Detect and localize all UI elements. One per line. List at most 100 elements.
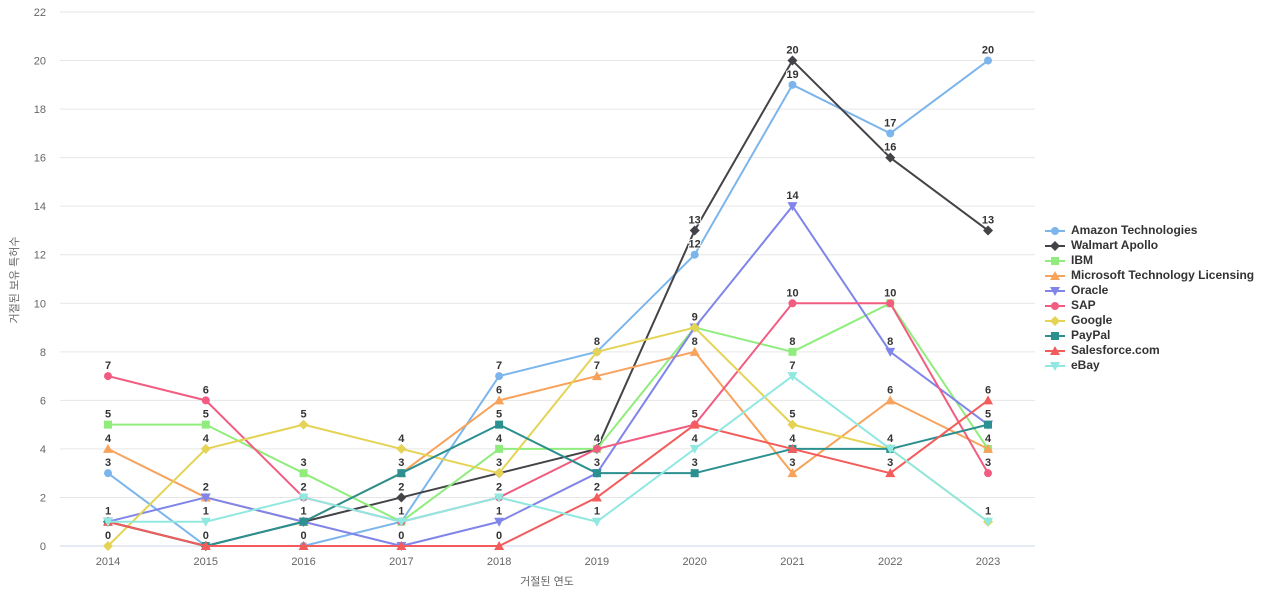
legend-item-salesforce-com[interactable]: Salesforce.com	[1044, 343, 1254, 358]
data-point-label: 0	[105, 530, 111, 542]
data-point-label: 3	[789, 457, 795, 469]
data-point-marker	[983, 517, 994, 527]
y-tick-label: 0	[40, 541, 46, 553]
legend-label: Microsoft Technology Licensing	[1071, 268, 1255, 282]
legend-item-walmart-apollo[interactable]: Walmart Apollo	[1044, 238, 1254, 253]
legend-item-microsoft-technology-licensing[interactable]: Microsoft Technology Licensing	[1044, 268, 1254, 283]
y-tick-label: 18	[34, 104, 46, 116]
data-point-label: 7	[594, 360, 600, 372]
series-lines	[103, 55, 994, 551]
data-point-label: 1	[985, 506, 991, 518]
data-point-label: 4	[105, 433, 112, 445]
data-point-marker	[984, 420, 993, 429]
series-line	[107, 399, 990, 547]
data-point-label: 8	[594, 336, 600, 348]
legend-symbol	[1051, 331, 1059, 340]
data-point-label: 5	[496, 409, 502, 421]
data-point-marker	[200, 443, 211, 454]
data-point-label: 3	[105, 457, 111, 469]
data-point-marker	[104, 420, 112, 429]
data-point-marker	[689, 444, 700, 454]
y-tick-label: 14	[34, 201, 46, 213]
data-point-label: 7	[105, 360, 111, 372]
data-point-label: 0	[398, 530, 404, 542]
legend-label: Walmart Apollo	[1071, 238, 1159, 252]
legend-item-ibm[interactable]: IBM	[1044, 253, 1254, 268]
data-point-marker	[201, 396, 210, 405]
x-tick-label: 2016	[291, 556, 315, 568]
data-point-label: 2	[594, 481, 600, 493]
series-line	[107, 326, 990, 547]
x-axis-title: 거절된 연도	[520, 575, 574, 588]
data-point-marker	[200, 493, 211, 503]
legend-item-oracle[interactable]: Oracle	[1044, 283, 1254, 298]
y-tick-label: 2	[40, 492, 46, 504]
series-salesforce-com	[103, 395, 994, 550]
data-point-marker	[396, 492, 407, 503]
data-point-label: 2	[496, 481, 502, 493]
legend-symbol	[1050, 345, 1060, 355]
data-point-marker	[885, 468, 896, 478]
data-point-marker	[494, 395, 505, 405]
series-ebay	[103, 372, 994, 527]
data-point-marker	[103, 517, 113, 527]
data-point-label: 14	[786, 190, 799, 202]
data-point-label: 16	[884, 142, 896, 154]
data-point-marker	[494, 468, 505, 479]
legend-symbol	[1051, 256, 1059, 265]
data-point-marker	[885, 444, 896, 454]
data-point-marker	[103, 541, 113, 551]
data-point-label: 5	[203, 409, 209, 421]
data-point-marker	[495, 444, 504, 453]
data-point-label: 5	[105, 409, 111, 421]
legend-marker-icon	[1045, 301, 1065, 310]
legend-marker-icon	[1045, 226, 1065, 235]
data-point-label: 7	[496, 360, 502, 372]
data-point-marker	[885, 395, 896, 405]
data-point-label: 20	[982, 45, 994, 57]
data-point-label: 3	[985, 457, 991, 469]
data-point-label: 0	[496, 530, 502, 542]
data-point-marker	[788, 299, 797, 308]
series-google	[103, 322, 994, 551]
data-point-marker	[886, 299, 895, 308]
data-point-marker	[200, 541, 211, 550]
x-tick-label: 2019	[585, 556, 609, 568]
legend-marker-icon	[1045, 345, 1065, 355]
x-tick-label: 2014	[96, 556, 120, 568]
legend-item-ebay[interactable]: eBay	[1044, 358, 1254, 373]
y-tick-label: 10	[34, 298, 46, 310]
data-point-marker	[396, 541, 407, 550]
data-point-marker	[201, 420, 210, 429]
data-point-marker	[592, 444, 601, 453]
y-tick-label: 22	[34, 7, 46, 19]
data-point-marker	[788, 347, 797, 356]
data-point-marker	[787, 419, 798, 430]
data-point-label: 4	[692, 433, 699, 445]
data-point-marker	[591, 517, 602, 527]
legend-item-google[interactable]: Google	[1044, 313, 1254, 328]
data-point-marker	[299, 517, 308, 526]
legend-item-amazon-technologies[interactable]: Amazon Technologies	[1044, 223, 1254, 238]
legend-item-sap[interactable]: SAP	[1044, 298, 1254, 313]
data-point-label: 5	[985, 409, 991, 421]
legend-item-paypal[interactable]: PayPal	[1044, 328, 1254, 343]
data-point-label: 10	[884, 287, 896, 299]
data-point-label: 3	[398, 457, 404, 469]
legend-symbol	[1051, 301, 1059, 310]
data-point-label: 4	[789, 433, 796, 445]
data-point-label: 20	[786, 45, 798, 57]
y-tick-label: 12	[34, 250, 46, 262]
data-point-marker	[104, 469, 112, 478]
data-point-label: 6	[496, 384, 502, 396]
data-point-label: 0	[300, 530, 306, 542]
data-point-label: 4	[594, 433, 601, 445]
data-point-label: 9	[692, 312, 698, 324]
data-point-marker	[494, 541, 505, 550]
y-tick-label: 20	[34, 56, 46, 68]
data-point-marker	[983, 395, 994, 405]
data-point-marker	[787, 372, 798, 382]
legend-symbol	[1050, 315, 1060, 326]
data-point-marker	[298, 419, 309, 430]
